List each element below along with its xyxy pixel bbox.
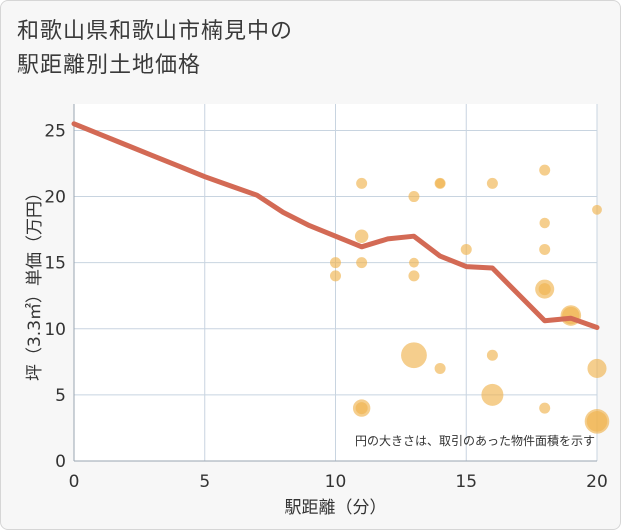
y-tick-label-15: 15 bbox=[44, 254, 66, 274]
data-point-6 bbox=[330, 270, 341, 282]
data-point-13 bbox=[434, 362, 446, 374]
data-point-4 bbox=[355, 402, 368, 415]
title-line-1: 和歌山県和歌山市楠見中の bbox=[17, 19, 294, 44]
data-point-15 bbox=[486, 177, 498, 189]
data-point-22 bbox=[538, 283, 551, 296]
data-point-0 bbox=[356, 177, 368, 189]
data-point-26 bbox=[592, 204, 602, 215]
y-tick-label-0: 0 bbox=[55, 452, 66, 472]
trend-line bbox=[71, 121, 600, 330]
y-tick-label-10: 10 bbox=[44, 320, 66, 340]
data-point-17 bbox=[481, 383, 504, 406]
x-tick-label-15: 15 bbox=[455, 472, 477, 492]
x-axis-title: 駅距離（分） bbox=[285, 498, 387, 518]
y-tick-label-5: 5 bbox=[55, 386, 66, 406]
chart-title: 和歌山県和歌山市楠見中の 駅距離別土地価格 bbox=[17, 15, 293, 83]
x-tick-label-10: 10 bbox=[325, 472, 347, 492]
data-point-23 bbox=[539, 402, 551, 414]
data-point-27 bbox=[587, 358, 607, 378]
bubble-layer bbox=[330, 164, 610, 434]
data-point-29 bbox=[586, 411, 608, 432]
y-tick-label-25: 25 bbox=[44, 121, 66, 141]
data-point-8 bbox=[409, 257, 419, 268]
data-point-10 bbox=[401, 342, 427, 369]
data-point-1 bbox=[354, 229, 369, 243]
data-point-5 bbox=[330, 257, 341, 269]
data-point-7 bbox=[408, 191, 420, 203]
data-point-14 bbox=[460, 243, 472, 255]
title-line-2: 駅距離別土地価格 bbox=[17, 53, 202, 78]
x-tick-labels: 0 5 10 15 20 bbox=[69, 472, 608, 492]
data-point-2 bbox=[356, 257, 368, 269]
x-tick-label-5: 5 bbox=[199, 472, 210, 492]
data-point-20 bbox=[539, 243, 551, 255]
y-tick-labels: 0 5 10 15 20 25 bbox=[44, 121, 66, 472]
data-point-18 bbox=[539, 164, 551, 176]
data-point-19 bbox=[539, 217, 550, 229]
data-point-16 bbox=[486, 349, 498, 361]
size-note: 円の大きさは、取引のあった物件面積を示す bbox=[355, 433, 595, 448]
y-tick-label-20: 20 bbox=[44, 188, 66, 208]
data-point-12 bbox=[435, 178, 446, 189]
x-tick-label-0: 0 bbox=[69, 472, 80, 492]
data-point-9 bbox=[408, 270, 420, 282]
x-tick-label-20: 20 bbox=[586, 472, 608, 492]
y-axis-title: 坪（3.3㎡）単価（万円） bbox=[25, 184, 45, 381]
